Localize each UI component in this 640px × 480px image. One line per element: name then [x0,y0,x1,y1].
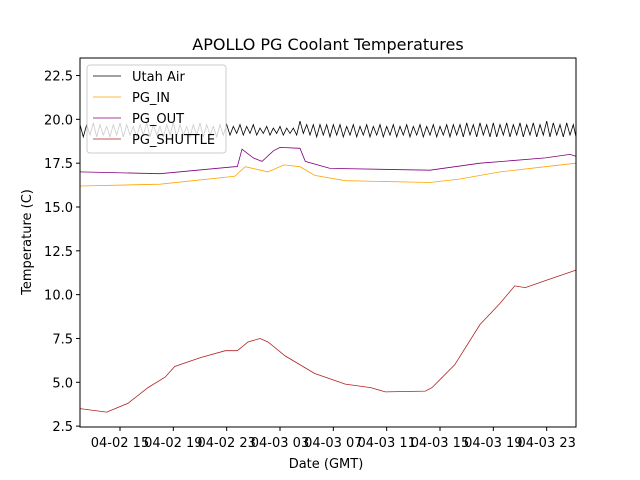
x-tick-label: 04-03 15 [411,436,469,451]
x-tick-label: 04-03 03 [251,436,309,451]
x-axis-label: Date (GMT) [289,457,364,472]
y-tick-label: 5.0 [52,376,73,391]
x-tick-label: 04-03 19 [464,436,522,451]
legend-label: PG_IN [132,91,170,106]
series-line-pg-shuttle [79,269,577,413]
y-axis: 2.5 5.0 7.5 10.0 12.5 15.0 17.5 20.0 22.5 [44,70,80,435]
y-tick-label: 20.0 [44,113,73,128]
x-tick-label: 04-03 07 [304,436,362,451]
y-axis-label: Temperature (C) [20,189,35,296]
x-tick-label: 04-03 23 [517,436,575,451]
y-tick-label: 15.0 [44,201,73,216]
x-tick-label: 04-02 15 [91,436,149,451]
y-tick-label: 10.0 [44,289,73,304]
series-line-pg-in [79,162,577,187]
x-tick-label: 04-03 11 [357,436,415,451]
y-tick-label: 12.5 [44,245,73,260]
x-tick-label: 04-02 23 [197,436,255,451]
series-line-pg-out [79,146,577,175]
legend-label: Utah Air [132,70,185,85]
legend-label: PG_SHUTTLE [132,133,215,148]
legend-label: PG_OUT [132,112,184,127]
y-tick-label: 17.5 [44,157,73,172]
y-tick-label: 2.5 [52,420,73,435]
y-tick-label: 22.5 [44,70,73,85]
chart-title: APOLLO PG Coolant Temperatures [192,35,463,54]
y-tick-label: 7.5 [52,332,73,347]
legend-box [86,64,227,154]
x-tick-label: 04-02 19 [144,436,202,451]
plot-frame [79,57,577,428]
legend: Utah Air PG_IN PG_OUT PG_SHUTTLE [86,64,227,154]
